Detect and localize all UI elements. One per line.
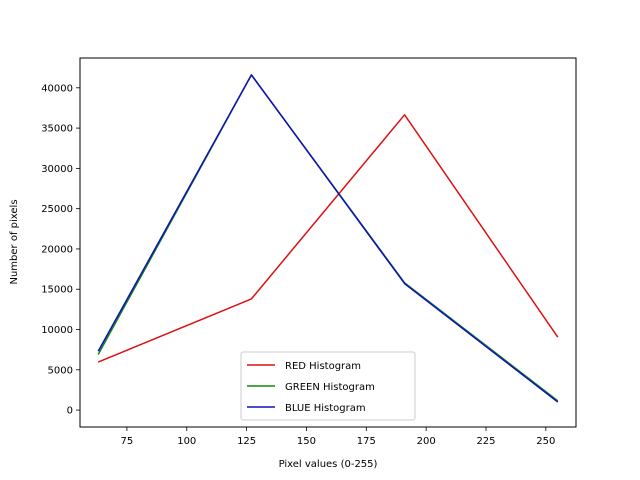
legend-label-green: GREEN Histogram [285,382,375,393]
x-tick-label: 150 [297,436,316,447]
y-tick-label: 35000 [41,124,73,135]
x-tick-label: 250 [536,436,555,447]
y-tick-label: 5000 [48,365,73,376]
legend-label-red: RED Histogram [285,361,361,372]
x-axis-title: Pixel values (0-255) [279,459,378,470]
x-tick-label: 200 [417,436,436,447]
y-tick-label: 15000 [41,285,73,296]
y-tick-label: 20000 [41,244,73,255]
plot-lines [97,74,559,403]
plot-frame [79,57,577,428]
y-tick-label: 0 [67,406,73,417]
legend-box [240,351,416,421]
series-line-red [97,114,559,363]
y-tick-label: 30000 [41,164,73,175]
x-axis-ticks: 75 100 125 150 175 200 225 250 [121,427,555,447]
legend: RED Histogram GREEN Histogram BLUE Histo… [240,351,416,421]
series-line-blue [97,74,559,403]
y-axis-title: Number of pixels [9,199,20,284]
x-tick-label: 100 [177,436,196,447]
y-tick-label: 25000 [41,204,73,215]
x-tick-label: 175 [357,436,376,447]
x-tick-label: 75 [121,436,134,447]
y-axis-ticks: 0 5000 10000 15000 20000 25000 30000 35000 40000 [41,83,80,417]
legend-label-blue: BLUE Histogram [285,403,366,414]
y-tick-label: 10000 [41,325,73,336]
x-tick-label: 225 [476,436,495,447]
x-tick-label: 125 [237,436,256,447]
y-tick-label: 40000 [41,83,73,94]
